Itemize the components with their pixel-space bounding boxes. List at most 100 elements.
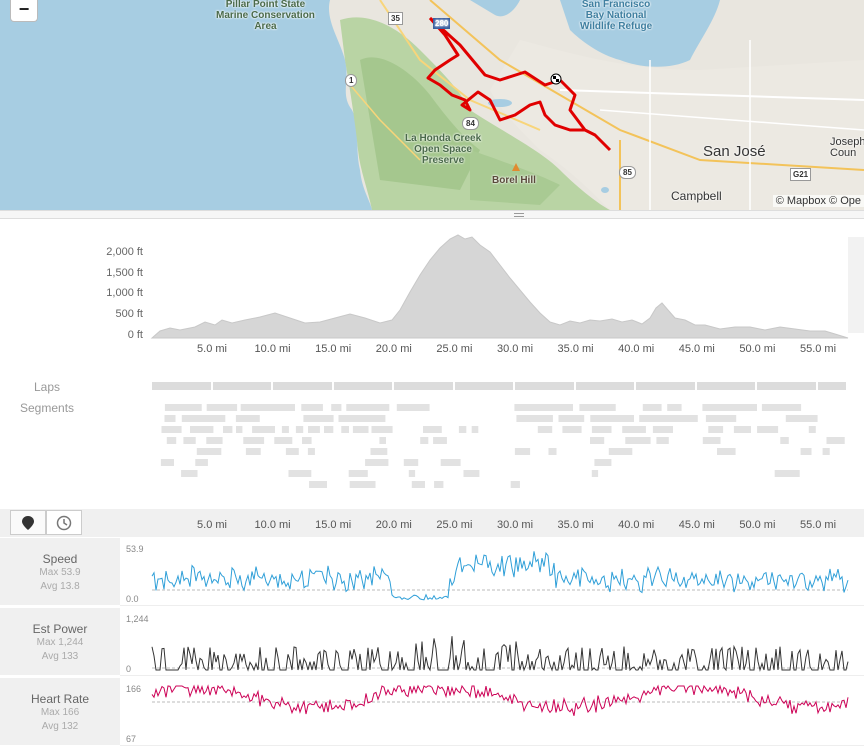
lap-bar[interactable] <box>152 382 211 390</box>
segment-bar[interactable] <box>433 437 447 444</box>
segment-bar[interactable] <box>411 481 425 488</box>
segment-bar[interactable] <box>245 448 261 455</box>
lap-bar[interactable] <box>757 382 816 390</box>
lap-bar[interactable] <box>818 382 846 390</box>
segment-bar[interactable] <box>301 404 323 411</box>
lap-bar[interactable] <box>576 382 634 390</box>
segment-bar[interactable] <box>331 404 342 411</box>
segment-bar[interactable] <box>458 426 467 433</box>
segment-bar[interactable] <box>223 426 233 433</box>
segment-bar[interactable] <box>579 404 616 411</box>
segment-bar[interactable] <box>338 415 386 422</box>
route-map[interactable]: − Pillar Point State Marine Conservation… <box>0 0 864 210</box>
segment-bar[interactable] <box>352 426 369 433</box>
segment-bar[interactable] <box>396 404 430 411</box>
segment-bar[interactable] <box>548 448 557 455</box>
segment-bar[interactable] <box>702 404 757 411</box>
segment-bar[interactable] <box>826 437 845 444</box>
segment-bar[interactable] <box>510 481 520 488</box>
segment-bar[interactable] <box>591 426 612 433</box>
segment-bar[interactable] <box>408 470 416 477</box>
segment-bar[interactable] <box>164 415 176 422</box>
segment-bar[interactable] <box>785 415 818 422</box>
segment-bar[interactable] <box>288 470 312 477</box>
segment-bar[interactable] <box>514 448 531 455</box>
segment-bar[interactable] <box>761 404 802 411</box>
segment-bar[interactable] <box>594 459 612 466</box>
segment-bar[interactable] <box>622 426 646 433</box>
laps-segments-track[interactable] <box>0 380 864 490</box>
stream-chart-heart-rate[interactable] <box>0 678 864 746</box>
segment-bar[interactable] <box>608 448 633 455</box>
segment-bar[interactable] <box>440 459 461 466</box>
segment-bar[interactable] <box>423 426 442 433</box>
segment-bar[interactable] <box>302 437 312 444</box>
segment-bar[interactable] <box>348 470 368 477</box>
segment-bar[interactable] <box>591 470 599 477</box>
segment-bar[interactable] <box>295 426 304 433</box>
segment-bar[interactable] <box>808 426 816 433</box>
segment-bar[interactable] <box>346 404 390 411</box>
segment-bar[interactable] <box>206 404 238 411</box>
stream-chart-speed[interactable] <box>0 538 864 606</box>
lap-bar[interactable] <box>697 382 755 390</box>
segment-bar[interactable] <box>236 426 243 433</box>
segment-bar[interactable] <box>307 448 315 455</box>
segment-bar[interactable] <box>196 448 222 455</box>
segment-bar[interactable] <box>590 437 605 444</box>
lap-bar[interactable] <box>213 382 271 390</box>
segment-bar[interactable] <box>822 448 830 455</box>
segment-bar[interactable] <box>183 437 196 444</box>
segment-bar[interactable] <box>281 426 289 433</box>
segment-bar[interactable] <box>420 437 429 444</box>
segment-bar[interactable] <box>285 448 299 455</box>
segment-bar[interactable] <box>516 415 553 422</box>
segment-bar[interactable] <box>274 437 293 444</box>
lap-bar[interactable] <box>334 382 392 390</box>
segment-bar[interactable] <box>190 426 214 433</box>
segment-bar[interactable] <box>558 415 585 422</box>
segment-bar[interactable] <box>780 437 789 444</box>
segment-bar[interactable] <box>379 437 386 444</box>
stream-label-speed[interactable]: Speed Max 53.9 Avg 13.8 <box>0 538 120 606</box>
segment-bar[interactable] <box>181 470 198 477</box>
lap-bar[interactable] <box>455 382 513 390</box>
distance-mode-button[interactable] <box>10 510 46 535</box>
segment-bar[interactable] <box>471 426 479 433</box>
segment-bar[interactable] <box>757 426 779 433</box>
segment-bar[interactable] <box>161 426 182 433</box>
segment-bar[interactable] <box>308 426 320 433</box>
stream-chart-est-power[interactable] <box>0 608 864 676</box>
segment-bar[interactable] <box>702 437 721 444</box>
segment-bar[interactable] <box>403 459 419 466</box>
zoom-out-button[interactable]: − <box>10 0 38 22</box>
lap-bar[interactable] <box>273 382 332 390</box>
segment-bar[interactable] <box>309 481 327 488</box>
segment-bar[interactable] <box>371 426 393 433</box>
lap-bar[interactable] <box>394 382 453 390</box>
segment-bar[interactable] <box>537 426 553 433</box>
segment-bar[interactable] <box>590 415 634 422</box>
stream-label-est-power[interactable]: Est Power Max 1,244 Avg 133 <box>0 608 120 676</box>
map-resize-handle[interactable] <box>0 210 864 219</box>
lap-bar[interactable] <box>636 382 695 390</box>
segment-bar[interactable] <box>365 459 389 466</box>
segment-bar[interactable] <box>324 426 334 433</box>
segment-bar[interactable] <box>774 470 800 477</box>
segment-bar[interactable] <box>252 426 275 433</box>
segment-bar[interactable] <box>562 426 582 433</box>
segment-bar[interactable] <box>206 437 223 444</box>
time-mode-button[interactable] <box>46 510 82 535</box>
lap-bar[interactable] <box>515 382 574 390</box>
segment-bar[interactable] <box>717 448 736 455</box>
segment-bar[interactable] <box>667 404 682 411</box>
stream-label-heart-rate[interactable]: Heart Rate Max 166 Avg 132 <box>0 678 120 746</box>
segment-bar[interactable] <box>625 437 651 444</box>
segment-bar[interactable] <box>705 415 737 422</box>
segment-bar[interactable] <box>639 415 698 422</box>
segment-bar[interactable] <box>463 470 480 477</box>
segment-bar[interactable] <box>652 426 673 433</box>
segment-bar[interactable] <box>434 481 444 488</box>
segment-bar[interactable] <box>656 437 669 444</box>
segment-bar[interactable] <box>235 415 260 422</box>
